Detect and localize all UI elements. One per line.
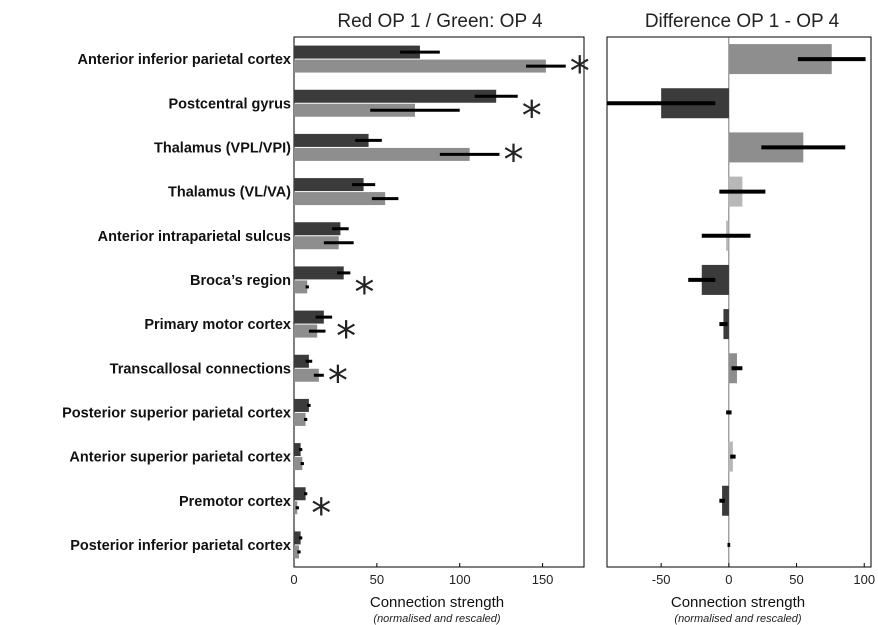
significance-star: * bbox=[328, 358, 348, 404]
op4-bar bbox=[294, 545, 299, 559]
op1-bar bbox=[294, 266, 344, 280]
category-label: Broca’s region bbox=[190, 273, 291, 289]
left-x-tick-label: 100 bbox=[449, 572, 471, 587]
op1-bar bbox=[294, 531, 301, 545]
op4-bar bbox=[294, 59, 546, 73]
significance-star: * bbox=[336, 314, 356, 360]
op1-bar bbox=[294, 45, 420, 59]
left-plot-frame bbox=[293, 36, 585, 568]
op1-bar bbox=[294, 354, 309, 368]
op1-bar bbox=[294, 398, 309, 412]
op1-bar bbox=[294, 133, 369, 147]
difference-bar bbox=[722, 485, 729, 516]
right-x-axis-note: (normalised and rescaled) bbox=[674, 613, 802, 625]
significance-star: * bbox=[570, 49, 590, 95]
op4-bar bbox=[294, 147, 470, 161]
right-difference-chart: -50 0 50 100 bbox=[606, 36, 875, 587]
op1-bar bbox=[294, 487, 306, 501]
category-label: Posterior inferior parietal cortex bbox=[70, 538, 291, 554]
category-label: Premotor cortex bbox=[179, 494, 291, 510]
category-label: Anterior inferior parietal cortex bbox=[77, 52, 291, 68]
left-x-tick-label: 50 bbox=[370, 572, 384, 587]
op4-bar bbox=[294, 236, 339, 250]
category-label: Thalamus (VPL/VPI) bbox=[154, 140, 291, 156]
significance-star: * bbox=[311, 491, 331, 537]
op4-bar bbox=[294, 103, 415, 117]
op1-bar bbox=[294, 443, 301, 457]
category-label: Posterior superior parietal cortex bbox=[62, 405, 291, 421]
right-x-tick-label: -50 bbox=[652, 572, 671, 587]
right-x-tick-label: 50 bbox=[789, 572, 803, 587]
op4-bar bbox=[294, 324, 318, 338]
significance-star: * bbox=[354, 270, 374, 316]
significance-star: * bbox=[503, 137, 523, 183]
right-x-axis-label: Connection strength bbox=[671, 594, 805, 611]
category-label: Primary motor cortex bbox=[144, 317, 291, 333]
op4-bar bbox=[294, 457, 303, 471]
left-x-axis-note: (normalised and rescaled) bbox=[373, 613, 501, 625]
op1-bar bbox=[294, 178, 364, 192]
op1-bar bbox=[294, 222, 341, 236]
op1-bar bbox=[294, 89, 497, 103]
category-label: Anterior superior parietal cortex bbox=[69, 450, 291, 466]
left-bar-chart: 0 50 100 150 Anterior inferior parietal cort… bbox=[62, 36, 590, 587]
category-label: Anterior intraparietal sulcus bbox=[98, 229, 291, 245]
right-x-tick-label: 0 bbox=[725, 572, 732, 587]
left-x-tick-label: 150 bbox=[532, 572, 554, 587]
op1-bar bbox=[294, 310, 324, 324]
category-label: Transcallosal connections bbox=[110, 361, 291, 377]
left-x-tick-label: 0 bbox=[290, 572, 297, 587]
right-plot-frame bbox=[606, 36, 872, 568]
category-label: Thalamus (VL/VA) bbox=[168, 185, 291, 201]
op4-bar bbox=[294, 280, 308, 294]
right-chart-title: Difference OP 1 - OP 4 bbox=[645, 11, 840, 32]
left-x-axis-label: Connection strength bbox=[370, 594, 504, 611]
right-x-tick-label: 100 bbox=[853, 572, 875, 587]
left-chart-title: Red OP 1 / Green: OP 4 bbox=[337, 11, 543, 32]
op4-bar bbox=[294, 192, 386, 206]
op4-bar bbox=[294, 368, 319, 382]
category-label: Postcentral gyrus bbox=[169, 96, 292, 112]
significance-star: * bbox=[522, 93, 542, 139]
op4-bar bbox=[294, 412, 306, 426]
